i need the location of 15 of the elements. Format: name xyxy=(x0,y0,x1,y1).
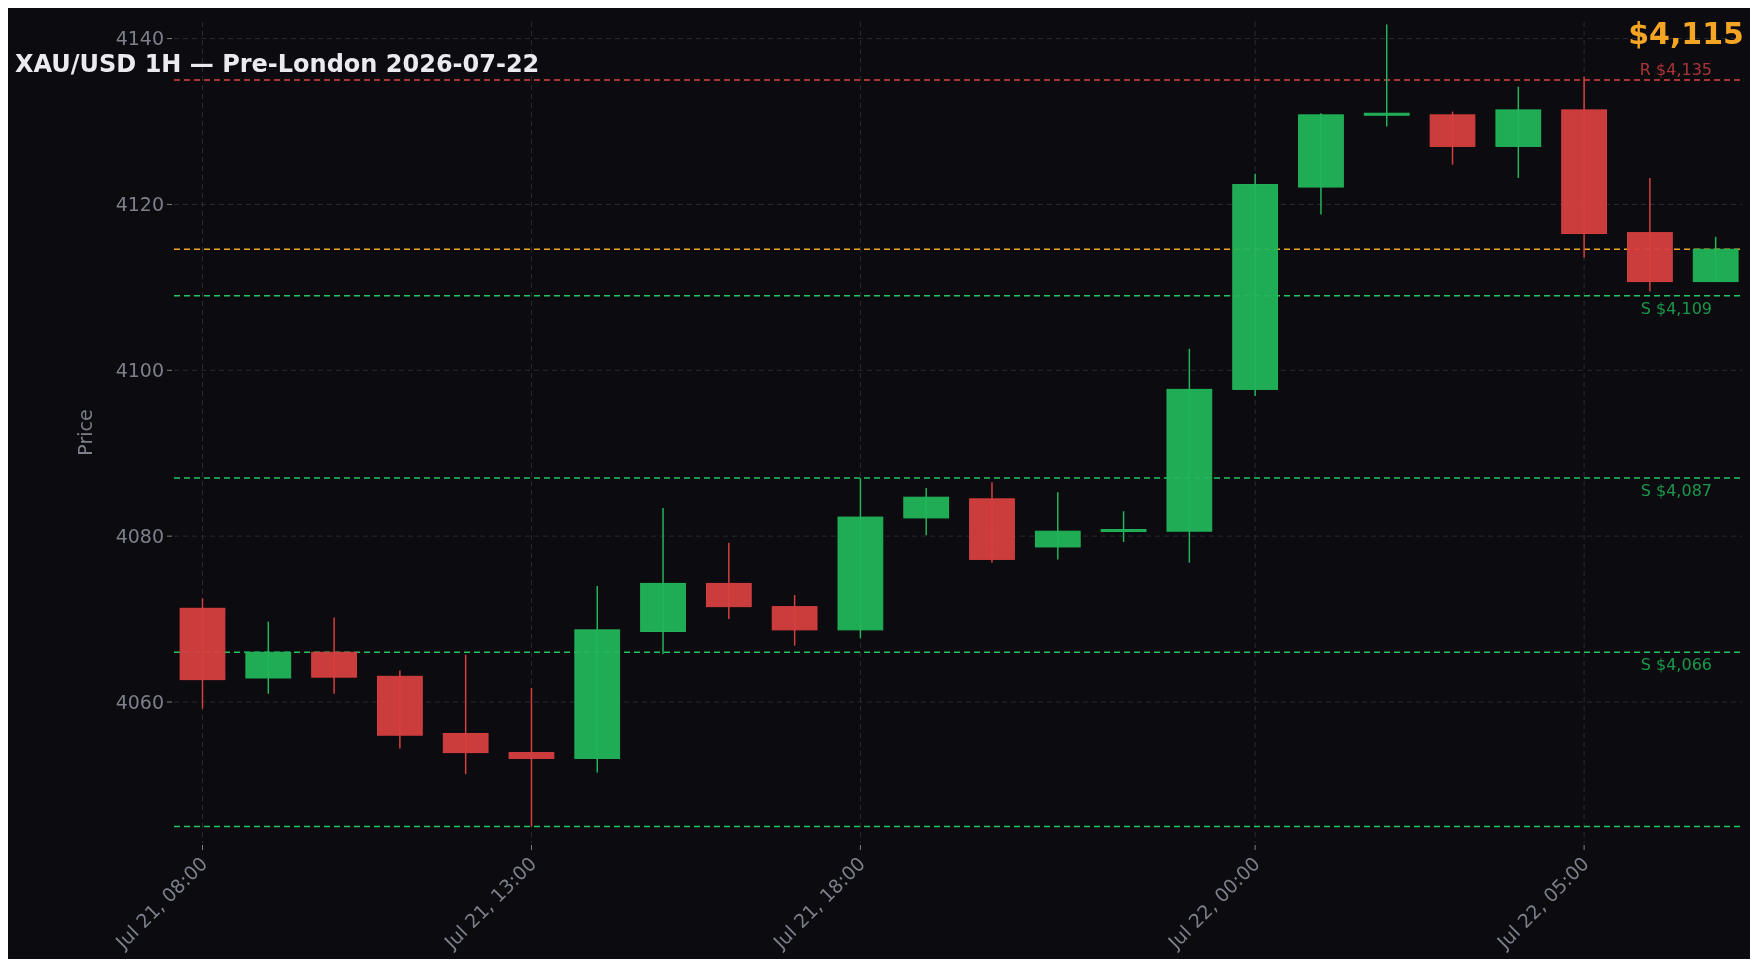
y-axis-title: Price xyxy=(74,409,96,456)
annotation: $4,115 xyxy=(1628,16,1744,51)
y-tick-label: 4060 xyxy=(115,690,164,713)
ref-line-label: S $4,066 xyxy=(1640,655,1712,675)
y-tick-label: 4140 xyxy=(115,27,164,50)
y-tick-label: 4120 xyxy=(115,193,164,216)
ref-line-label: R $4,135 xyxy=(1639,60,1712,80)
ref-line-label: S $4,109 xyxy=(1640,298,1712,318)
candlestick xyxy=(1363,23,1410,128)
y-tick-label: 4100 xyxy=(115,358,164,381)
ref-line-label: S $4,087 xyxy=(1640,481,1712,501)
text: XAU/USD 1H — Pre-London 2026-07-22 xyxy=(15,50,540,78)
y-tick-label: 4080 xyxy=(115,524,164,547)
candlestick xyxy=(1100,510,1147,543)
candlestick xyxy=(508,687,555,828)
